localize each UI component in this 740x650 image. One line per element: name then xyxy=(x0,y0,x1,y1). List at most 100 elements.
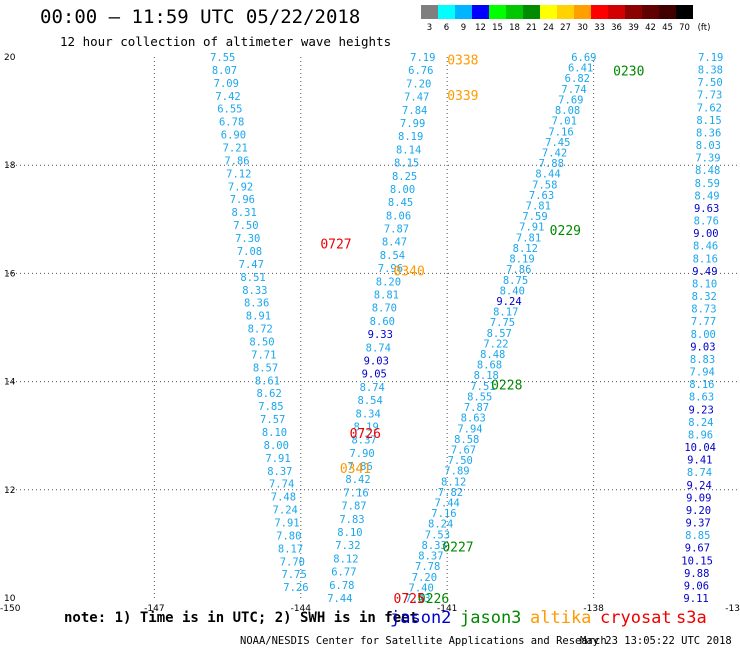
wave-height-label: 8.62 xyxy=(256,388,281,400)
wave-height-label: 8.42 xyxy=(345,474,370,486)
wave-height-label: 8.37 xyxy=(351,435,376,447)
sat-label-jason2: jason2 xyxy=(390,608,452,628)
wave-height-label: 8.51 xyxy=(240,272,265,284)
legend-swatch xyxy=(591,5,608,19)
wave-height-label: 8.25 xyxy=(392,171,417,183)
wave-height-label: 7.94 xyxy=(690,367,715,379)
wave-height-label: 6.77 xyxy=(331,567,356,579)
wave-height-label: 7.86 xyxy=(347,461,372,473)
wave-height-label: 7.81 xyxy=(516,232,541,244)
y-tick-label: 16 xyxy=(4,269,16,279)
wave-height-label: 7.85 xyxy=(258,401,283,413)
legend-swatch xyxy=(506,5,523,19)
legend-swatch xyxy=(659,5,676,19)
wave-height-label: 7.42 xyxy=(215,91,240,103)
wave-height-label: 7.92 xyxy=(228,181,253,193)
wave-height-label: 7.48 xyxy=(271,492,296,504)
pass-time-label: 0228 xyxy=(491,378,522,393)
y-tick-label: 20 xyxy=(4,53,16,63)
legend-label: 27 xyxy=(560,23,571,33)
pass-time-label: 0341 xyxy=(340,462,371,477)
wave-height-label: 8.34 xyxy=(356,408,381,420)
wave-height-label: 9.67 xyxy=(685,543,710,555)
wave-height-label: 7.47 xyxy=(404,92,429,104)
wave-height-label: 8.58 xyxy=(454,434,479,446)
wave-height-label: 9.03 xyxy=(364,355,389,367)
legend-label: 70 xyxy=(679,23,690,33)
wave-height-label: 7.39 xyxy=(695,153,720,165)
wave-height-label: 8.91 xyxy=(246,311,271,323)
wave-height-label: 7.75 xyxy=(490,317,515,329)
wave-height-label: 8.12 xyxy=(441,476,466,488)
wave-height-label: 7.71 xyxy=(251,349,276,361)
wave-height-label: 8.15 xyxy=(696,115,721,127)
wave-height-label: 10.04 xyxy=(684,442,716,454)
wave-height-label: 9.20 xyxy=(686,505,711,517)
wave-height-label: 7.58 xyxy=(532,179,557,191)
legend-label: 36 xyxy=(611,23,622,33)
chart-subtitle: 12 hour collection of altimeter wave hei… xyxy=(60,34,392,49)
legend-swatch xyxy=(642,5,659,19)
wave-height-label: 8.17 xyxy=(493,307,518,319)
x-tick-label: -141 xyxy=(437,604,457,614)
wave-height-label: 9.41 xyxy=(687,455,712,467)
wave-height-label: 7.44 xyxy=(435,498,460,510)
wave-height-label: 9.24 xyxy=(686,480,711,492)
wave-height-label: 8.45 xyxy=(388,197,413,209)
wave-height-label: 8.46 xyxy=(693,241,718,253)
wave-height-label: 7.55 xyxy=(210,52,235,64)
legend-label: 30 xyxy=(577,23,588,33)
wave-height-label: 7.50 xyxy=(233,220,258,232)
wave-height-label: 8.59 xyxy=(695,178,720,190)
wave-height-label: 8.38 xyxy=(698,65,723,77)
wave-height-label: 8.03 xyxy=(696,140,721,152)
wave-height-label: 7.87 xyxy=(464,402,489,414)
wave-height-label: 8.36 xyxy=(244,298,269,310)
y-tick-label: 14 xyxy=(4,378,16,388)
wave-height-label: 8.76 xyxy=(694,216,719,228)
wave-height-label: 8.16 xyxy=(693,253,718,265)
wave-height-label: 9.49 xyxy=(692,266,717,278)
x-tick-label: -147 xyxy=(144,604,164,614)
legend-swatch xyxy=(574,5,591,19)
wave-height-label: 7.91 xyxy=(274,518,299,530)
wave-height-label: 7.69 xyxy=(558,94,583,106)
pass-time-label: 0227 xyxy=(442,541,473,556)
wave-height-label: 7.53 xyxy=(425,529,450,541)
legend-swatch xyxy=(421,5,438,19)
wave-height-label: 8.68 xyxy=(477,360,502,372)
wave-height-label: 7.63 xyxy=(529,190,554,202)
wave-height-label: 7.86 xyxy=(224,155,249,167)
wave-height-label: 7.24 xyxy=(273,505,298,517)
wave-height-label: 8.19 xyxy=(353,421,378,433)
wave-height-label: 8.74 xyxy=(360,382,385,394)
wave-height-label: 9.03 xyxy=(690,341,715,353)
wave-height-label: 6.82 xyxy=(565,73,590,85)
legend-swatch xyxy=(676,5,693,19)
wave-height-label: 7.09 xyxy=(214,78,239,90)
sat-label-cryosat: cryosat xyxy=(600,608,672,628)
legend-swatch xyxy=(438,5,455,19)
wave-height-label: 8.12 xyxy=(513,243,538,255)
legend-swatch xyxy=(472,5,489,19)
wave-height-label: 8.48 xyxy=(480,349,505,361)
wave-height-label: 10.15 xyxy=(681,555,713,567)
wave-height-label: 8.74 xyxy=(366,342,391,354)
wave-height-label: 8.44 xyxy=(535,169,560,181)
wave-height-label: 6.41 xyxy=(568,63,593,75)
wave-height-label: 8.63 xyxy=(689,392,714,404)
wave-height-label: 8.96 xyxy=(688,429,713,441)
pass-time-label: 0727 xyxy=(320,238,351,253)
wave-height-label: 8.70 xyxy=(372,303,397,315)
wave-height-label: 8.10 xyxy=(692,278,717,290)
wave-height-label: 8.10 xyxy=(337,527,362,539)
wave-height-label: 9.00 xyxy=(693,228,718,240)
wave-height-label: 7.96 xyxy=(230,194,255,206)
wave-height-label: 8.08 xyxy=(555,105,580,117)
wave-height-label: 7.82 xyxy=(438,487,463,499)
wave-height-label: 8.61 xyxy=(255,375,280,387)
wave-height-label: 8.00 xyxy=(264,440,289,452)
legend-label: 39 xyxy=(628,23,639,33)
wave-height-label: 7.74 xyxy=(561,84,586,96)
